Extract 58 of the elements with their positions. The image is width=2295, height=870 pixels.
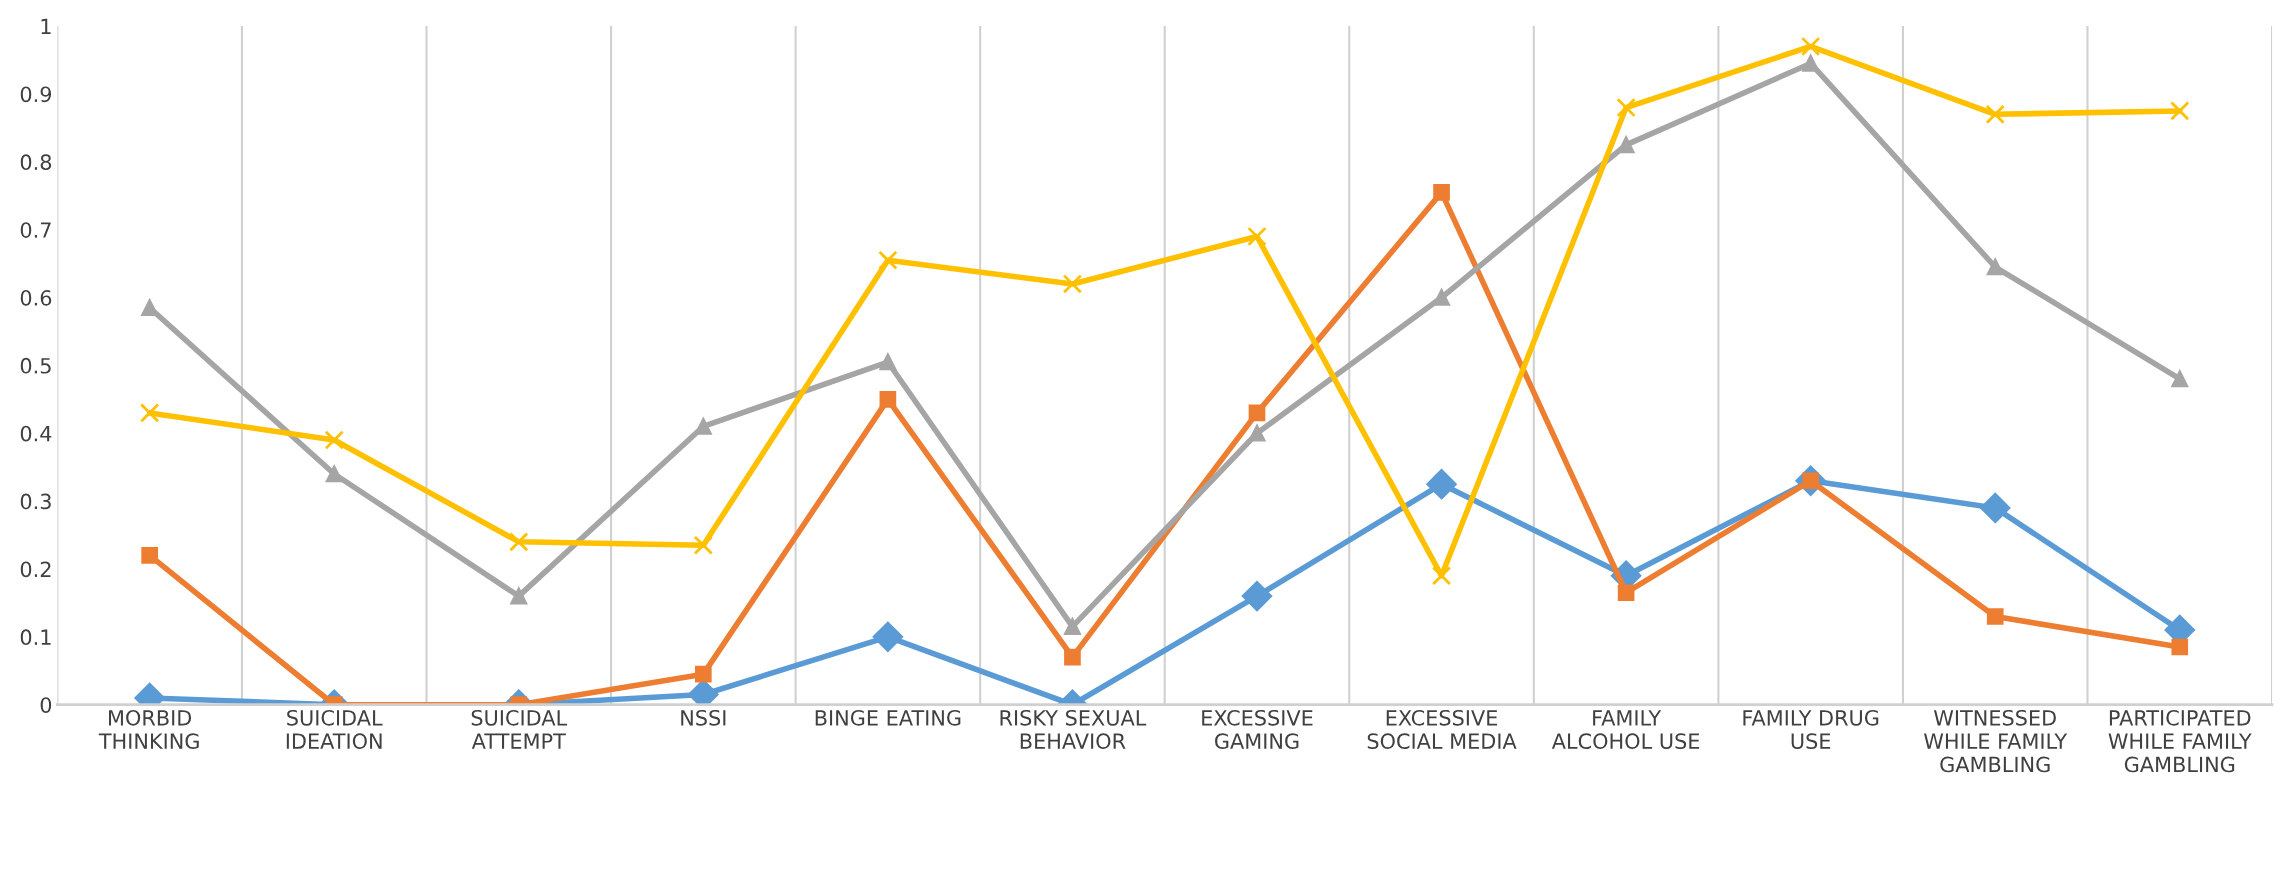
point [1800,36,1821,57]
point [1985,104,2005,125]
point [693,535,714,555]
point [1248,404,1266,422]
y-tick-label: 0.6 [20,289,52,306]
point [141,547,158,564]
point [510,587,528,605]
point [872,621,904,652]
point [1062,274,1083,294]
point [878,250,898,270]
point [1802,55,1819,72]
point [1248,424,1266,442]
x-tick-label: BINGE EATING [815,709,961,726]
point [1426,469,1457,500]
x-tick-label: EXCESSIVE GAMING [1202,709,1313,750]
point [139,403,160,423]
point [1616,97,1636,118]
point [879,391,897,408]
x-tick-label: MORBID THINKING [98,709,199,750]
point [1986,258,2004,276]
point [325,465,343,483]
point [879,353,897,371]
y-tick-label: 0.3 [20,493,51,510]
y-tick-label: 0.9 [20,86,52,103]
x-tick-label: SUICIDAL ATTEMPT [471,709,568,749]
point [1064,648,1081,666]
point [1433,184,1450,201]
point [324,430,344,450]
point [509,532,529,552]
point [141,299,158,317]
y-tick-label: 0.8 [20,154,52,171]
point [2171,638,2189,656]
x-tick-label: SUICIDAL IDEATION [286,709,383,750]
point [1241,580,1273,612]
x-tick-label: FAMILY ALCOHOL USE [1551,710,1700,750]
point [1433,289,1450,306]
x-tick-label: RISKY SEXUAL BEHAVIOR [1000,709,1147,750]
point [2171,370,2189,388]
point [1980,492,2011,524]
x-tick-label: NSSI [681,709,726,726]
x-tick-label: PARTICIPATED WHILE FAMILY GAMBLING [2108,709,2252,773]
point [1617,584,1635,602]
point [694,665,712,683]
y-tick-label: 0.5 [20,357,51,374]
y-tick-label: 0 [40,697,52,713]
y-tick-label: 0.2 [20,561,51,578]
y-tick-label: 0.7 [20,222,51,238]
x-tick-label: WITNESSED WHILE FAMILY GAMBLING [1923,709,2068,773]
point [1064,618,1081,635]
y-tick-label: 0.4 [20,425,52,442]
y-tick-label: 1 [41,18,51,35]
x-tick-label: FAMILY DRUG USE [1743,709,1879,750]
x-tick-label: EXCESSIVE SOCIAL MEDIA [1367,709,1517,750]
point [1431,566,1452,586]
point [1247,226,1267,247]
point [1986,608,2004,625]
y-tick-label: 0.1 [20,629,51,646]
point [2170,101,2190,121]
